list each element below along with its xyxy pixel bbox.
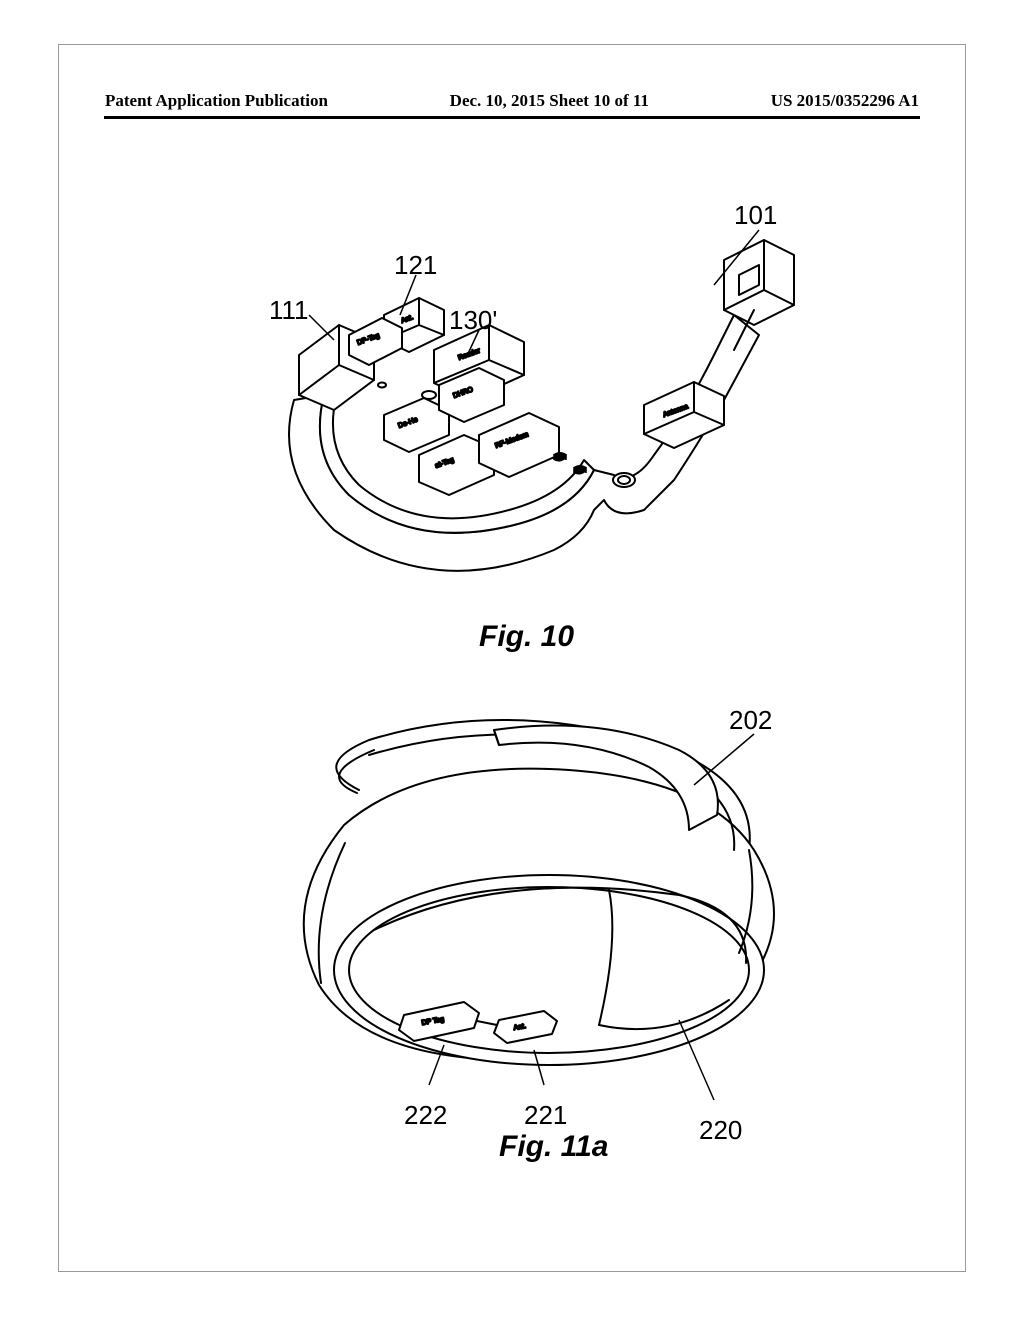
page-header: Patent Application Publication Dec. 10, … bbox=[105, 91, 919, 111]
header-right: US 2015/0352296 A1 bbox=[771, 91, 919, 111]
header-rule bbox=[104, 116, 920, 119]
header-left: Patent Application Publication bbox=[105, 91, 328, 111]
figure-area: Ant. DP-Tag Reader De-He DHRO at-Tag RF-… bbox=[104, 140, 920, 1240]
header-center: Dec. 10, 2015 Sheet 10 of 11 bbox=[450, 91, 649, 111]
leader-lines bbox=[104, 140, 920, 1240]
